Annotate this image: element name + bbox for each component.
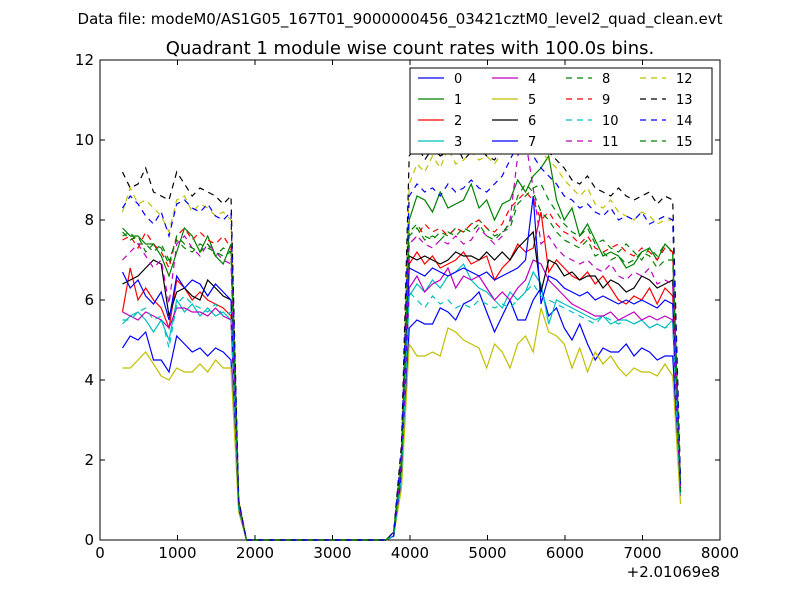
legend-label-5: 5 <box>528 93 536 108</box>
legend-label-15: 15 <box>676 135 693 150</box>
legend-label-10: 10 <box>602 114 619 129</box>
legend-frame <box>409 67 713 155</box>
legend-label-12: 12 <box>676 72 693 87</box>
y-tick-label: 8 <box>84 211 94 229</box>
x-tick-label: 2000 <box>236 544 274 562</box>
x-tick-label: 3000 <box>313 544 351 562</box>
x-tick-label: 6000 <box>546 544 584 562</box>
legend-label-13: 13 <box>676 93 693 108</box>
legend-label-14: 14 <box>676 114 693 129</box>
series-14-line <box>121 139 682 541</box>
series-5-line <box>122 307 682 541</box>
x-tick-label: 0 <box>95 544 105 562</box>
chart-suptitle: Data file: modeM0/AS1G05_167T01_90000004… <box>78 10 723 29</box>
y-tick-label: 10 <box>75 131 94 149</box>
chart-title: Quadrant 1 module wise count rates with … <box>166 38 655 59</box>
x-offset-label: +2.01069e8 <box>627 563 720 581</box>
x-tick-label: 8000 <box>701 544 739 562</box>
series-10-line <box>122 283 682 541</box>
legend-label-8: 8 <box>602 72 610 87</box>
legend-label-1: 1 <box>454 93 462 108</box>
legend-label-11: 11 <box>602 135 619 150</box>
x-tick-label: 4000 <box>391 544 429 562</box>
y-tick-label: 4 <box>84 371 94 389</box>
y-tick-label: 2 <box>84 451 94 469</box>
series-15-line <box>122 183 682 541</box>
y-tick-label: 0 <box>84 531 94 549</box>
series-layer <box>121 115 682 541</box>
x-tick-label: 1000 <box>158 544 196 562</box>
y-tick-label: 6 <box>84 291 94 309</box>
legend-label-0: 0 <box>454 72 462 87</box>
x-tick-label: 7000 <box>623 544 661 562</box>
x-tick-label: 5000 <box>468 544 506 562</box>
ticks-layer: 0 1000 2000 3000 4000 5000 6000 7000 80000246810… <box>75 51 739 562</box>
legend-label-7: 7 <box>528 135 536 150</box>
legend-label-6: 6 <box>528 114 536 129</box>
legend-label-2: 2 <box>454 114 462 129</box>
legend-label-4: 4 <box>528 72 536 87</box>
legend-label-9: 9 <box>602 93 610 108</box>
legend-label-3: 3 <box>454 135 462 150</box>
series-13-line <box>121 115 682 541</box>
y-tick-label: 12 <box>75 51 94 69</box>
